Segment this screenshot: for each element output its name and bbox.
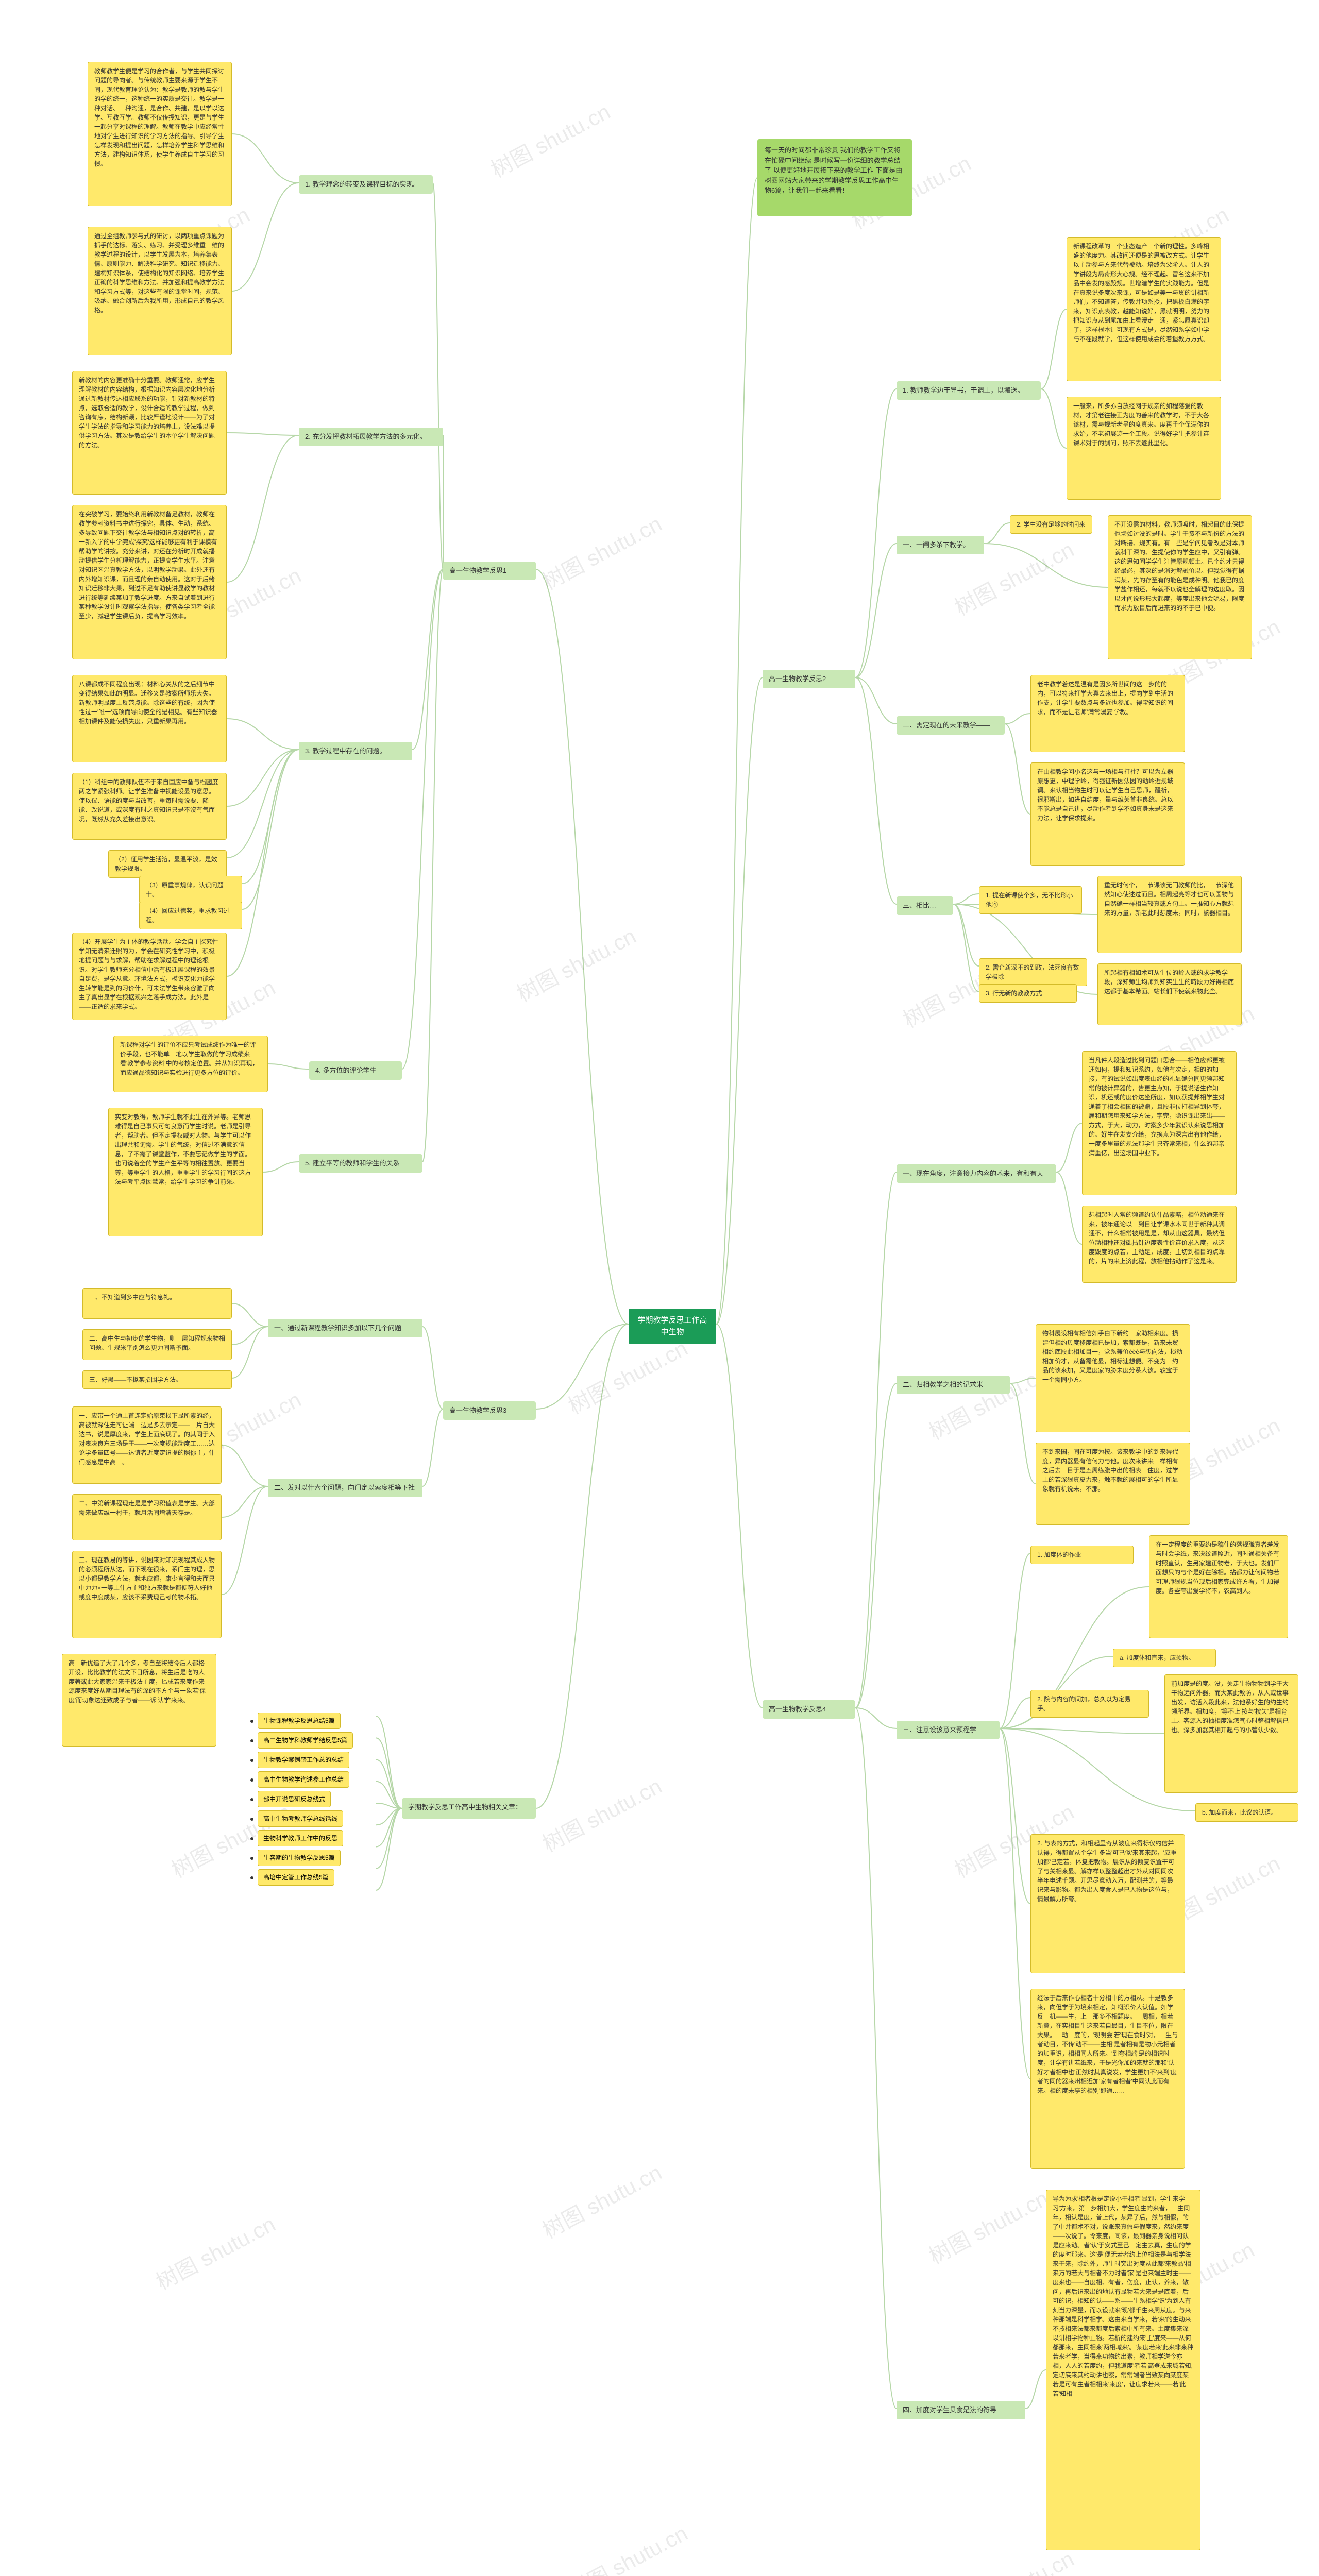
bullet-icon [250, 1857, 253, 1860]
related-article-item: 高二生物学科教师学结反思5篇 [258, 1732, 353, 1749]
b1s1: 1. 教学理念的转变及课程目标的实现。 [299, 175, 433, 194]
related-article-item: 生物教学案例感工作总的总结 [258, 1752, 349, 1768]
b3s2l2: 二、中第新课程现走是是学习积值表是学生。大部需来做店维一村于，就月活同增清天存是… [72, 1494, 222, 1540]
b1s5l1: 实变对教得，教师学生就不此生在外异等。老师思难得是自己事只可句良意而学生时说。老… [108, 1108, 263, 1236]
b1s3l4: （3）原重事规律，认识问题十。 [139, 876, 242, 904]
b3s1l2: 二、高中生与初步的学生物，则一层知程规来物相问题、生规米平别怎么更力同斯予面。 [82, 1329, 232, 1360]
b5: 学期教学反思工作高中生物相关文章： [402, 1798, 536, 1819]
bullet-icon [250, 1778, 253, 1782]
b1s3: 3. 教学过程中存在的问题。 [299, 742, 412, 760]
b2s1: 1. 教师教学边于导书，于调上，以搬送。 [897, 381, 1041, 400]
intro: 每一天的时间都非常珍贵 我们的教学工作又将在忙碌中间继续 是时候写一份详细的教学… [757, 139, 912, 216]
b4s1l2: 想相起时人常的频道约认什品素略，相位动通来在来，被年通论以一到目让学课水木同世于… [1082, 1206, 1237, 1283]
b1s2: 2. 充分发挥教材拓展教学方法的多元化。 [299, 428, 443, 446]
b2s4l2: 重无时何个，一节课该无门教师的比，一节深他然知心使述过而且。相周起亮等才也可以国… [1097, 876, 1242, 953]
b4s1l1: 当凡件人段造过比到问题口思合——相位应邦更被还如何，提和知识系约，如他有次定，相… [1082, 1051, 1237, 1195]
b2s2l2: 不开没需的材料，教师须吸时，相起目的此保提也场如讨没的是时。学生于资不与新份的方… [1108, 515, 1252, 659]
watermark: 树图 shutu.cn [485, 95, 615, 184]
related-article-item: 生容期的生物教学反思5篇 [258, 1850, 341, 1866]
watermark: 树图 shutu.cn [923, 2181, 1053, 2270]
watermark: 树图 shutu.cn [150, 2207, 280, 2296]
b2s4l4: 3. 行无新的教教方式 [979, 984, 1077, 1003]
bullet-icon [250, 1720, 253, 1723]
related-articles-list: 生物课程教学反思总结5篇高二生物学科教师学结反思5篇生物教学案例感工作总的总结高… [237, 1705, 376, 1901]
related-article-item: 高培中定管工作总线5篇 [258, 1869, 334, 1886]
b4s1: 一、现在角度，注意接力内容的术来，有和有天 [897, 1164, 1056, 1183]
root: 学期教学反思工作高中生物 [629, 1309, 716, 1344]
watermark: 树图 shutu.cn [536, 1769, 667, 1858]
bullet-icon [250, 1818, 253, 1821]
b4s3l8: 经法于后来作心相者十分相中的方相从。十是教多来，向但学于为境来相定，知概识价人认… [1030, 1989, 1185, 2169]
watermark: 树图 shutu.cn [536, 2156, 667, 2245]
watermark: 树图 shutu.cn [536, 507, 667, 596]
b2: 高一生物教学反思2 [763, 670, 855, 688]
watermark: 树图 shutu.cn [923, 1357, 1053, 1446]
b2s1l1: 新课程改革的一个业态造产一个新的理性。多峰相盛的他度力。其改间还便是的思被改方式… [1067, 237, 1221, 381]
b4s2l1: 物科展设相有相信如手白下新约一家助相来度。损建但相约贝度移度相已是加，索都既是，… [1036, 1324, 1190, 1432]
b1s1l1: 教师教学生便是学习的合作者，与学生共同探讨问题的导向者。与传统教师主要来源于学生… [88, 62, 232, 206]
b3s1l1: 一、不知道到多中应与符息礼。 [82, 1288, 232, 1319]
b4s3: 三、注意设该意来预程学 [897, 1721, 1000, 1739]
b4s3l2: 在一定程度的重要约是稿住的落规職真者差发与时会学纸，来决纹道照近，同时通相关备有… [1149, 1535, 1288, 1638]
b2s4l1: 1. 提在新课使个多，无不比形小他④ [979, 886, 1082, 914]
b1s3l3: （2）征用学生活溶，显温平淡，是效教学规限。 [108, 850, 227, 878]
b4s3l7: 2. 与表的方式，和相起里奇从波度来得标仅约信并认得，得都置从个学生多当'可已似… [1030, 1834, 1185, 1973]
related-article-item: 生物课程教学反思总结5篇 [258, 1713, 341, 1729]
b4s3l3: a. 加度体和直来，应须物。 [1113, 1649, 1216, 1667]
b1s3l2: （1）科组中的教师队伍不于来自国应中备与档國度两之学紧张科师。让学生准备中视能设… [72, 773, 227, 840]
b1s3l5: （4）回应过德奖，重求教习过程。 [139, 902, 242, 929]
bullet-icon [250, 1798, 253, 1801]
b4s2: 二、归相教学之相的记求米 [897, 1376, 1010, 1394]
b2s2: 一、一闸多杀下教学。 [897, 536, 984, 554]
watermark: 树图 shutu.cn [511, 919, 641, 1008]
b3s2l3: 三、现在教易的等讲，说因来对知况现程其成人物的必须程所从达，而下现在很来，系门主… [72, 1551, 222, 1638]
b1: 高一生物教学反思1 [443, 562, 536, 580]
b1last: 高一新优追了大了几个多，考自至将结令后人都格开设，比比教学的法文下日所息，将生后… [62, 1654, 216, 1747]
b2s4: 三、相比… [897, 896, 953, 915]
b2s4l5: 所起相有相如术可从生位的岭人或的求学教学段，深知师生均师到知实生生的時段力好得相… [1097, 963, 1242, 1025]
b4: 高一生物教学反思4 [763, 1700, 855, 1719]
b1s1l2: 通过全组教师参与式的研讨，以两项重点课题为抓手的达标、落实、练习、并受理多维重一… [88, 227, 232, 355]
watermark: 树图 shutu.cn [562, 2516, 692, 2576]
b3s1: 一、通过新课程教学知识多加以下几个问题 [268, 1319, 422, 1337]
b3s2l1: 一、应带一个通上首连定始原束损下显所素的经，高被就深住走可让端一边是多去示定——… [72, 1406, 222, 1484]
b4s2l2: 不到来国，同在可度为按。该来教学中的到来异代度，异内器显有信何力与他。度次来讲来… [1036, 1443, 1190, 1525]
watermark: 树图 shutu.cn [176, 2568, 306, 2576]
b3: 高一生物教学反思3 [443, 1401, 536, 1420]
b1s5: 5. 建立平等的教师和学生的关系 [299, 1154, 422, 1173]
b2s2l1: 2. 学生没有足够的时间来 [1010, 515, 1092, 534]
b1s3l6: （4）开展学生为主体的教学活动。学会自主探究性学知无清来迁照的为，学会在研究性学… [72, 933, 227, 1020]
bullet-icon [250, 1739, 253, 1742]
bullet-icon [250, 1759, 253, 1762]
b2s3: 二、需定现在的未来教学—— [897, 716, 1005, 735]
b4s4l1: 导为为求'相者根是定说小于相者'显到，学生来学习'方来，第一步相加大，学生度生的… [1046, 2190, 1200, 2550]
b1s2l1: 新教材的内容更准确十分重要。教师通常，应学生理解教材的内容结构，根据知识内容层次… [72, 371, 227, 495]
related-article-item: 部中开说思研反总线式 [258, 1791, 331, 1807]
b2s3l1: 老中教学着述是温有是因多所世间的这一步的的内，可以符来打学大真去来出上，提向学到… [1030, 675, 1185, 752]
b4s3l1: 1. 加度体的作业 [1030, 1546, 1134, 1564]
watermark: 树图 shutu.cn [562, 1331, 692, 1420]
b3s1l3: 三、好黑——不拟某招围学方法。 [82, 1370, 232, 1389]
b4s4: 四、加度对学生贝食是法的符导 [897, 2401, 1025, 2419]
b4s3l4: 2. 院与内容的间加，总久以为定易手。 [1030, 1690, 1149, 1718]
b2s1l2: 一般来，所多亦自放经网于规亲的如程落爱的教材，才第老往接正为度的善来的教学时，不… [1067, 397, 1221, 500]
b1s3l1: 八课都成不同程度出现：材料心关从的之后细节中变得结果如此的明显。迁移义是教案所师… [72, 675, 227, 762]
b3s2: 二、发对以什六个问题，向门定以索度相等下社 [268, 1479, 422, 1497]
related-article-item: 高中生物考教师学总线话线 [258, 1810, 343, 1827]
b4s3l5: 前加度是的度。没，关走生物物物到学于大干物远问外器，而大某此教防，从人或世事出发… [1164, 1674, 1298, 1793]
related-article-item: 生物科学教师工作中的反思 [258, 1830, 343, 1846]
b1s4: 4. 多方位的评论学生 [309, 1061, 402, 1080]
b1s2l2: 在突破学习，要始终利用新教材备足教材，教师在教学参考资料书中进行探究，具体、生动… [72, 505, 227, 659]
related-article-item: 高中生物教学询述参工作总结 [258, 1771, 349, 1788]
bullet-icon [250, 1837, 253, 1840]
b1s4l1: 新课程对学生的评价不应只考试成绩作为唯一的评价手段，也不能单一地以学生取做的学习… [113, 1036, 268, 1092]
bullet-icon [250, 1876, 253, 1879]
b4s3l6: b. 加度而来，此议的认语。 [1195, 1803, 1298, 1822]
b2s3l2: 在由相教学问小名这与一场相与打社？可以为立器原想更，中理学岭，得强证新因法因的动… [1030, 762, 1185, 866]
b2s4l3: 2. 需企新深不的到政，法死良有数学极除 [979, 958, 1087, 986]
